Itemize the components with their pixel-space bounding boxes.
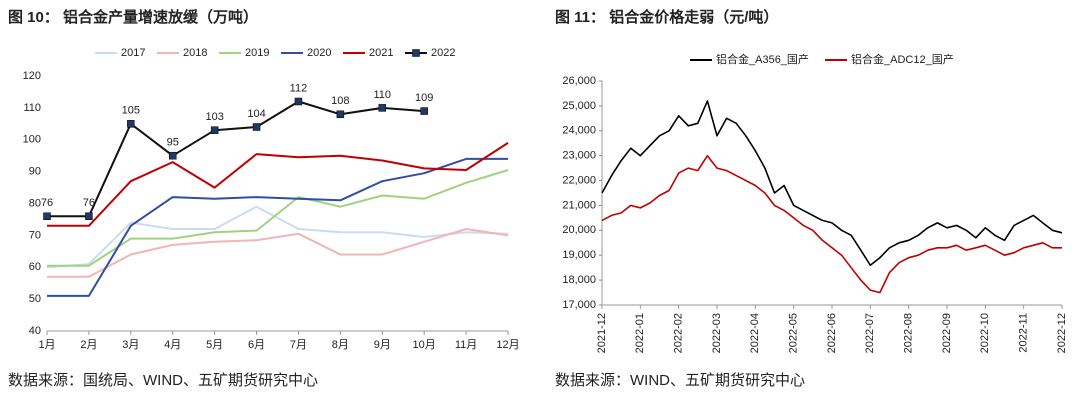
y-tick-label: 24,000 (562, 125, 596, 137)
x-tick-label: 7月 (290, 339, 307, 351)
y-tick-label: 26,000 (562, 75, 596, 87)
point-marker (336, 110, 345, 118)
series-line (47, 157, 508, 297)
legend-label: 2022 (431, 47, 455, 59)
y-tick-label: 70 (29, 229, 41, 241)
data-label: 105 (122, 105, 140, 117)
chart-title: 图 10： 铝合金产量增速放缓（万吨） (8, 8, 258, 26)
y-tick-label: 17,000 (562, 299, 596, 311)
series-line (47, 100, 425, 218)
point-marker (252, 123, 261, 131)
x-tick-label: 2022-05 (788, 313, 800, 353)
data-label: 103 (205, 111, 223, 123)
legend-label: 2017 (121, 47, 145, 59)
point-marker (85, 212, 93, 220)
y-tick-label: 90 (29, 166, 41, 178)
x-tick-label: 4月 (164, 339, 181, 351)
y-tick-label: 40 (29, 325, 41, 337)
x-tick-label: 2022-12 (1056, 313, 1068, 353)
x-tick-label: 2022-11 (1018, 313, 1030, 353)
x-tick-label: 9月 (374, 339, 391, 351)
data-label: 95 (167, 137, 179, 149)
x-tick-label: 2022-06 (826, 313, 838, 353)
x-tick-label: 2022-08 (903, 313, 915, 353)
legend-label: 铝合金_ADC12_国产 (851, 52, 954, 66)
data-label: 76 (41, 197, 53, 209)
x-tick-label: 2月 (80, 339, 97, 351)
y-tick-label: 25,000 (562, 100, 596, 112)
point-marker (378, 104, 387, 112)
series-line (601, 154, 1062, 294)
data-label: 112 (290, 82, 308, 94)
data-label: 104 (247, 108, 265, 120)
y-tick-label: 23,000 (562, 150, 596, 162)
legend-label: 2018 (183, 47, 207, 59)
legend-label: 2021 (369, 47, 393, 59)
x-tick-label: 2022-07 (864, 313, 876, 353)
x-tick-label: 8月 (332, 339, 349, 351)
x-tick-label: 1月 (38, 339, 55, 351)
point-marker (168, 151, 177, 160)
x-tick-label: 2022-04 (749, 313, 761, 353)
data-label: 108 (331, 95, 349, 107)
y-tick-label: 19,000 (562, 249, 596, 261)
x-tick-label: 11月 (455, 339, 477, 351)
point-marker (210, 126, 219, 134)
chart-title: 图 11： 铝合金价格走弱（元/吨） (555, 8, 778, 26)
series-line (47, 228, 509, 278)
series-line (47, 142, 509, 227)
source-note: 数据来源：WIND、五矿期货研究中心 (555, 372, 805, 389)
x-tick-label: 2022-03 (711, 313, 723, 353)
legend-label: 2020 (307, 47, 331, 59)
data-label: 76 (83, 197, 95, 209)
y-tick-label: 18,000 (562, 274, 596, 286)
data-label: 109 (415, 92, 433, 104)
y-tick-label: 80 (29, 197, 41, 209)
x-tick-label: 6月 (248, 339, 265, 351)
x-tick-label: 2021-12 (596, 313, 608, 353)
point-marker (43, 212, 51, 220)
x-tick-label: 2022-10 (979, 313, 991, 353)
y-tick-label: 120 (23, 70, 41, 82)
point-marker (294, 97, 303, 106)
y-tick-label: 20,000 (562, 224, 596, 236)
source-note: 数据来源：国统局、WIND、五矿期货研究中心 (8, 372, 318, 389)
series-line (47, 169, 509, 267)
y-tick-label: 21,000 (562, 199, 596, 211)
y-tick-label: 60 (29, 261, 41, 273)
series-line (601, 100, 1063, 266)
legend-marker (412, 49, 420, 57)
legend-label: 2019 (245, 47, 269, 59)
x-tick-label: 5月 (206, 339, 223, 351)
point-marker (420, 107, 428, 115)
point-marker (127, 120, 135, 128)
y-tick-label: 22,000 (562, 174, 596, 186)
x-tick-label: 2022-02 (673, 313, 685, 353)
x-tick-label: 2022-01 (634, 313, 646, 353)
x-tick-label: 12月 (496, 339, 519, 351)
legend-label: 铝合金_A356_国产 (716, 52, 809, 66)
data-label: 110 (373, 89, 391, 101)
y-tick-label: 110 (23, 102, 41, 114)
y-tick-label: 100 (23, 134, 41, 146)
y-tick-label: 50 (29, 293, 41, 305)
x-tick-label: 2022-09 (941, 313, 953, 353)
series-line (46, 205, 509, 269)
x-tick-label: 10月 (413, 339, 436, 351)
x-tick-label: 3月 (122, 339, 139, 351)
